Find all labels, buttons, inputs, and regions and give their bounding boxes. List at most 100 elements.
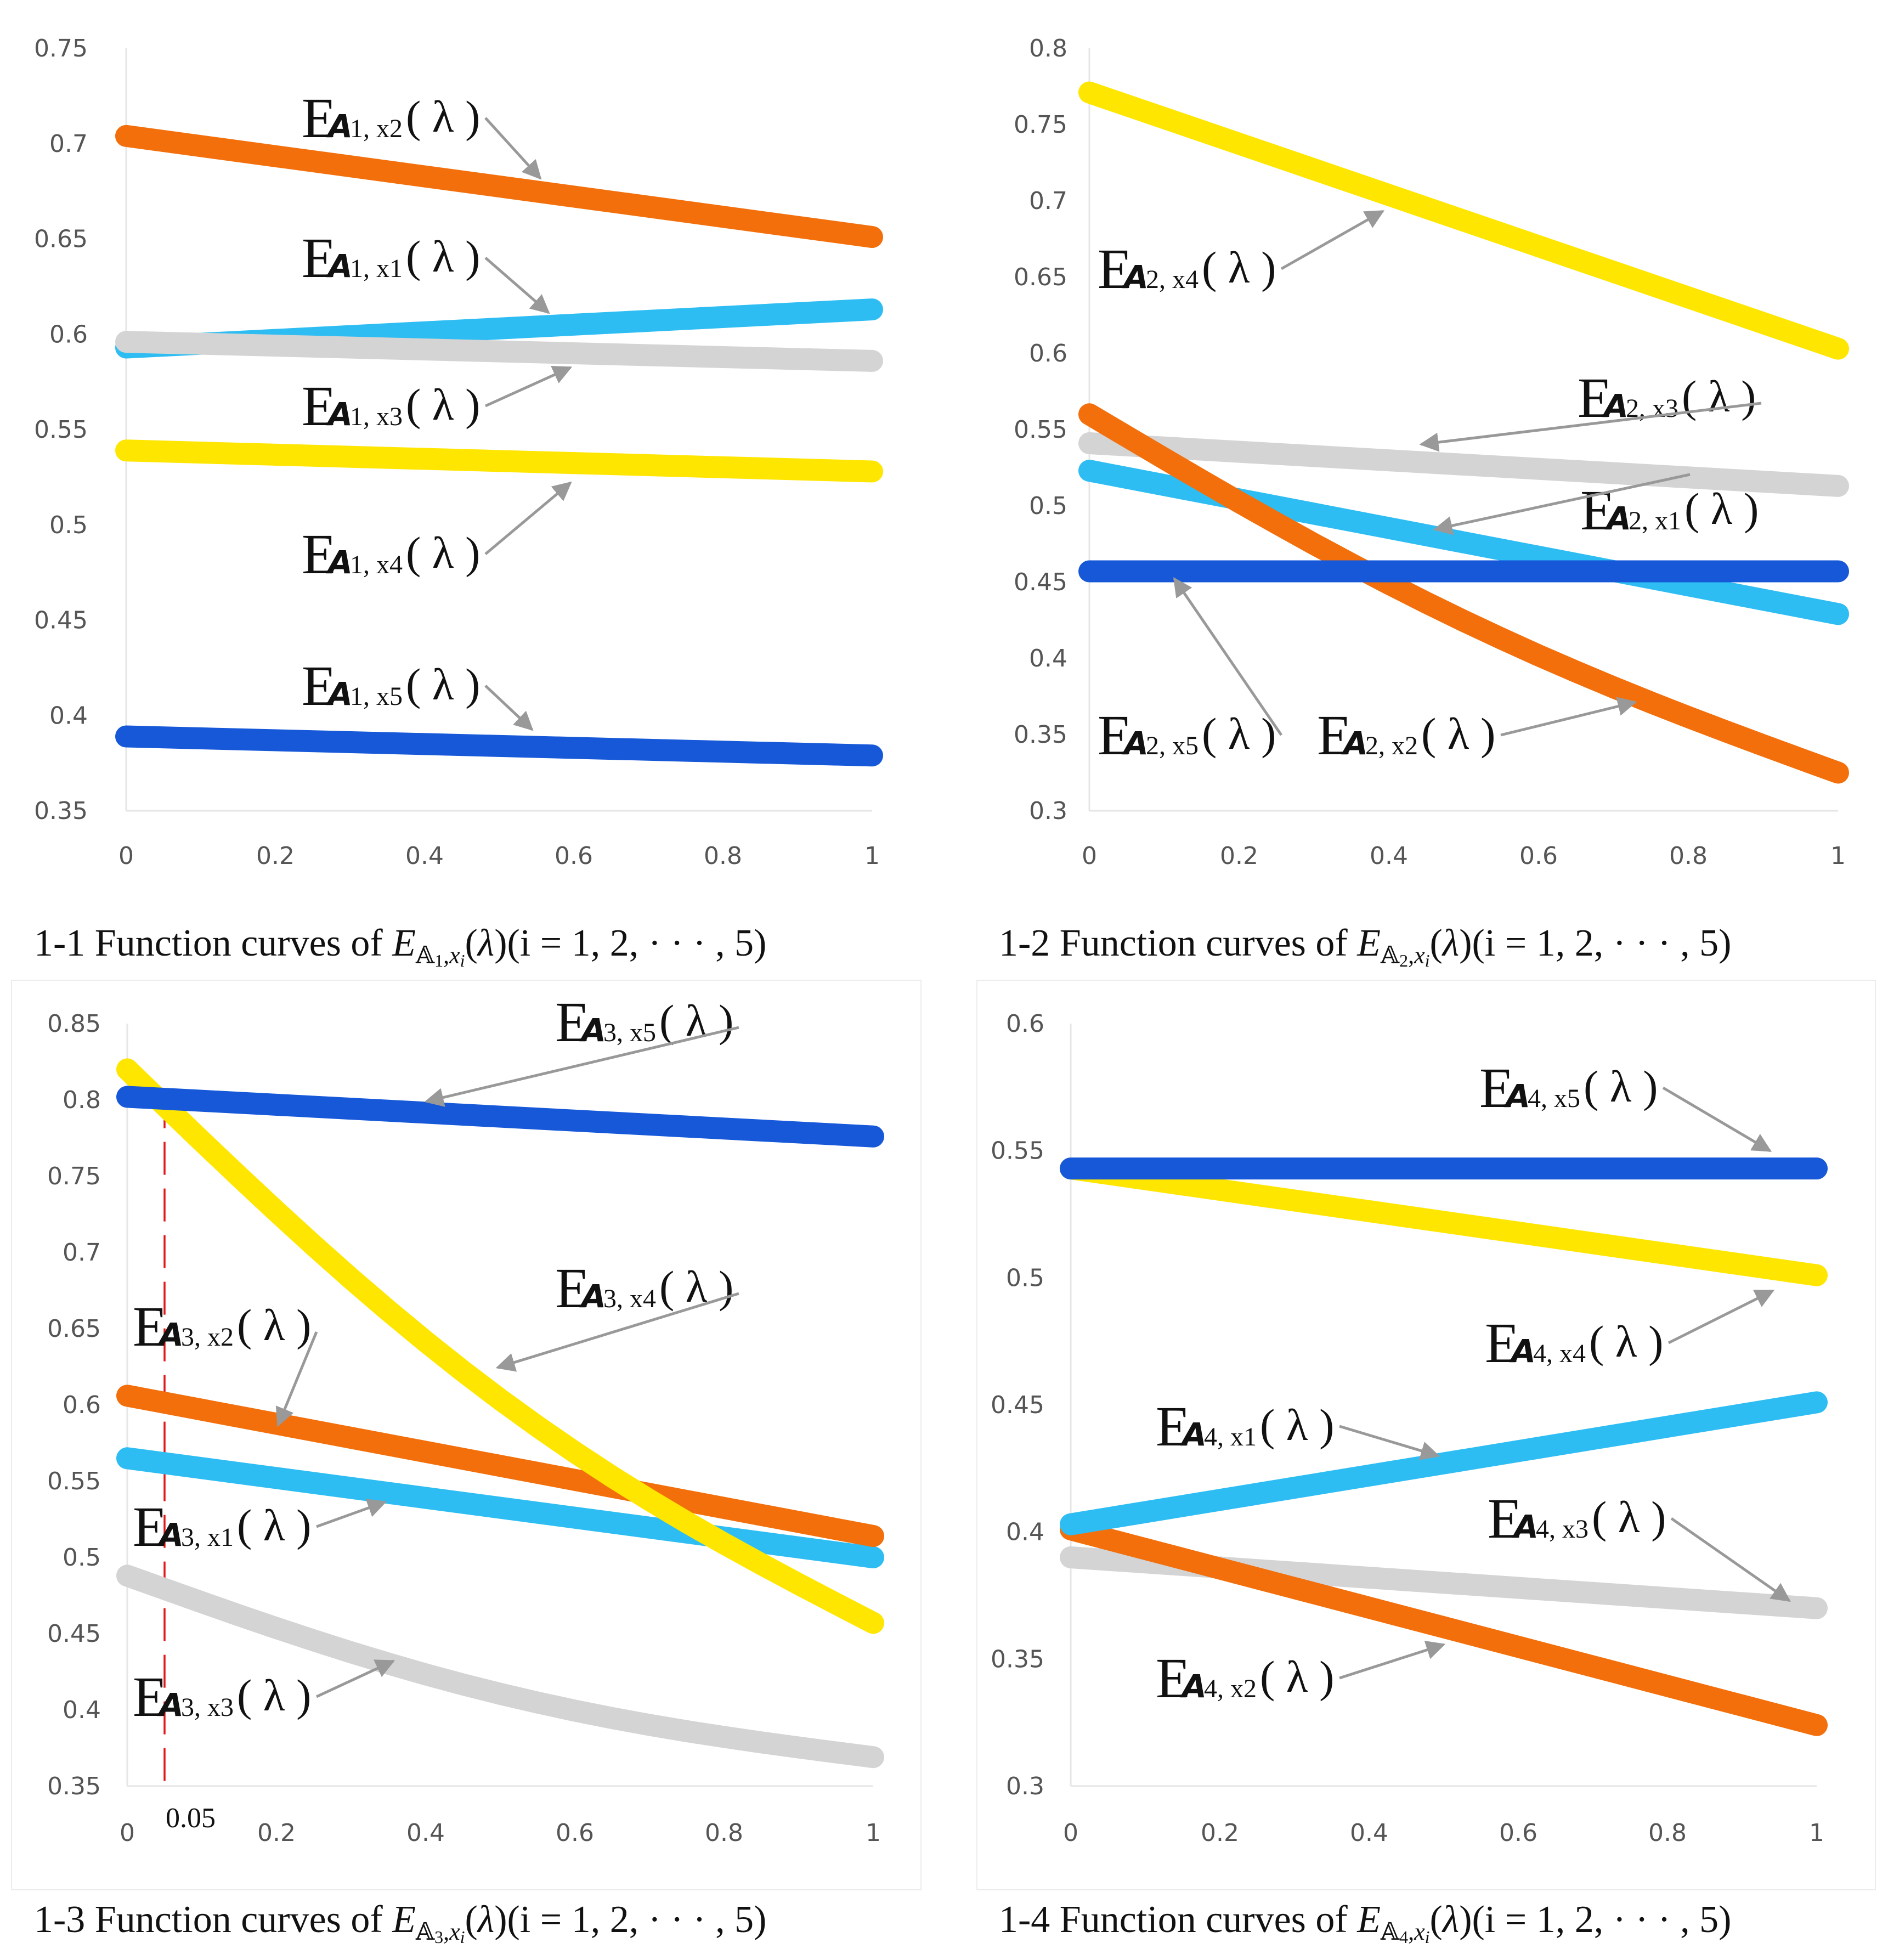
x-tick-label: 0.8 bbox=[1648, 1819, 1687, 1847]
chart-panel-3: 0.85 0.8 0.75 0.7 0.65 0.6 0.55 0.5 0.45 0.4 0.35 0… bbox=[11, 980, 922, 1890]
series-label-x2: EA3, x2( λ ) bbox=[133, 1295, 311, 1358]
x-tick-label: 0.4 bbox=[1350, 1819, 1388, 1847]
y-tick-label: 0.55 bbox=[1014, 416, 1067, 444]
series-label-x1: EA1, x1( λ ) bbox=[302, 227, 480, 290]
label-bb: A bbox=[1509, 1332, 1536, 1370]
label-sub: 3, x2 bbox=[181, 1323, 234, 1352]
series-label-x2: EA4, x2( λ ) bbox=[1156, 1647, 1334, 1710]
y-tick-label: 0.3 bbox=[1006, 1772, 1044, 1800]
x-tick-label: 0.8 bbox=[1669, 842, 1708, 870]
x-tick-label: 0 bbox=[118, 842, 134, 870]
chart-2-svg: 0.8 0.75 0.7 0.65 0.6 0.55 0.5 0.45 0.4 0.35 0.3 0 0… bbox=[1014, 35, 1849, 870]
y-tick-label: 0.4 bbox=[49, 702, 88, 730]
y-tick-label: 0.6 bbox=[63, 1391, 101, 1419]
x-tick-label: 0 bbox=[1082, 842, 1097, 870]
x-tick-label: 1 bbox=[864, 842, 880, 870]
series-label-x5: EA4, x5( λ ) bbox=[1479, 1057, 1658, 1120]
y-tick-label: 0.6 bbox=[1029, 340, 1067, 368]
x-tick-label: 0.2 bbox=[1201, 1819, 1239, 1847]
label-lambda: ( λ ) bbox=[237, 1300, 311, 1350]
label-arrow-x3 bbox=[1419, 402, 1762, 452]
series-line-x4 bbox=[115, 439, 883, 483]
label-E: E bbox=[302, 654, 337, 718]
label-sub: 3, x1 bbox=[181, 1523, 234, 1552]
y-tick-label: 0.45 bbox=[47, 1620, 101, 1648]
label-sub: 3, x3 bbox=[181, 1693, 234, 1722]
label-E: E bbox=[133, 1295, 168, 1358]
label-sub: 2, x4 bbox=[1146, 265, 1199, 294]
label-bb: A bbox=[326, 675, 353, 713]
label-arrow-x1 bbox=[1433, 473, 1691, 535]
label-arrow-x1 bbox=[484, 257, 550, 314]
label-arrow-x3 bbox=[315, 1659, 395, 1698]
label-E: E bbox=[1317, 704, 1352, 767]
label-lambda: ( λ ) bbox=[1684, 484, 1759, 534]
label-arrow-x5 bbox=[1173, 577, 1283, 736]
label-arrow-x5 bbox=[424, 1026, 739, 1107]
label-arrow-x5 bbox=[484, 685, 534, 731]
label-sub: 2, x1 bbox=[1629, 506, 1681, 535]
x-tick-label: 0.4 bbox=[1370, 842, 1408, 870]
x-tick-label: 0.2 bbox=[256, 842, 295, 870]
y-tick-label: 0.3 bbox=[1029, 797, 1067, 825]
label-arrow-x2 bbox=[275, 1331, 318, 1427]
label-sub: 4, x1 bbox=[1204, 1422, 1257, 1451]
x-tick-label: 1 bbox=[866, 1819, 881, 1847]
series-line-x4 bbox=[116, 1058, 884, 1634]
series-line-x2 bbox=[1060, 1518, 1828, 1736]
y-tick-label: 0.5 bbox=[1006, 1264, 1044, 1292]
series-line-x5 bbox=[115, 725, 883, 767]
y-tick-label: 0.75 bbox=[47, 1162, 101, 1190]
caption-1: 1-1 Function curves of E𝔸1,xi(λ)(i = 1, … bbox=[34, 922, 767, 970]
label-sub: 2, x2 bbox=[1365, 731, 1418, 760]
label-lambda: ( λ ) bbox=[1421, 709, 1495, 759]
label-sub: 1, x4 bbox=[350, 550, 403, 579]
series-label-x3: EA2, x3( λ ) bbox=[1578, 366, 1756, 430]
x-tick-label: 1 bbox=[1809, 1819, 1824, 1847]
label-arrow-x2 bbox=[1339, 1640, 1446, 1680]
label-lambda: ( λ ) bbox=[237, 1500, 311, 1550]
label-arrow-x3 bbox=[484, 366, 573, 408]
chart-panel-4: 0.6 0.55 0.5 0.45 0.4 0.35 0.3 0 0.2 0.4 0.6 0.8 1 E A… bbox=[976, 980, 1876, 1890]
label-bb: A bbox=[1180, 1668, 1207, 1705]
label-E: E bbox=[1156, 1647, 1191, 1710]
label-arrow-x3 bbox=[1670, 1517, 1791, 1602]
series-label-x4: EA1, x4( λ ) bbox=[302, 523, 480, 586]
chart-3-svg: 0.85 0.8 0.75 0.7 0.65 0.6 0.55 0.5 0.45 0.4 0.35 0… bbox=[47, 991, 884, 1847]
series-line-x4 bbox=[1060, 1157, 1828, 1286]
label-bb: A bbox=[579, 1012, 606, 1049]
chart-1-svg: 0.75 0.7 0.65 0.6 0.55 0.5 0.45 0.4 0.35 0 0.2 0.4 0… bbox=[34, 35, 883, 870]
label-bb: A bbox=[1180, 1416, 1207, 1453]
series-line-x3 bbox=[115, 331, 883, 372]
label-E: E bbox=[1098, 238, 1133, 301]
label-E: E bbox=[302, 87, 337, 150]
x-tick-label: 0.4 bbox=[406, 1819, 445, 1847]
y-tick-label: 0.45 bbox=[991, 1391, 1044, 1419]
label-sub: 3, x4 bbox=[603, 1284, 656, 1313]
x-tick-label: 0.6 bbox=[555, 842, 593, 870]
label-bb: A bbox=[1122, 258, 1149, 296]
caption-3: 1-3 Function curves of E𝔸3,xi(λ)(i = 1, … bbox=[34, 1899, 767, 1947]
series-label-x3: EA3, x3( λ ) bbox=[133, 1665, 311, 1729]
label-lambda: ( λ ) bbox=[1584, 1061, 1658, 1111]
label-bb: A bbox=[579, 1278, 606, 1315]
label-lambda: ( λ ) bbox=[1260, 1652, 1334, 1702]
label-E: E bbox=[1488, 1487, 1523, 1550]
y-tick-label: 0.7 bbox=[1029, 187, 1067, 215]
label-lambda: ( λ ) bbox=[1260, 1400, 1334, 1450]
series-line-x2 bbox=[1078, 403, 1849, 784]
series-label-x4: EA4, x4( λ ) bbox=[1485, 1312, 1663, 1375]
y-tick-label: 0.55 bbox=[47, 1467, 101, 1495]
series-label-x2: EA1, x2( λ ) bbox=[302, 87, 480, 150]
series-line-x1 bbox=[1060, 1391, 1828, 1535]
series-label-x1: EA2, x1( λ ) bbox=[1580, 479, 1759, 542]
y-tick-label: 0.7 bbox=[49, 130, 88, 158]
chart-panel-1: 0.75 0.7 0.65 0.6 0.55 0.5 0.45 0.4 0.35 0 0.2 0.4 0… bbox=[0, 0, 944, 980]
label-lambda: ( λ ) bbox=[659, 1262, 733, 1312]
y-tick-label: 0.8 bbox=[63, 1086, 101, 1114]
label-E: E bbox=[133, 1495, 168, 1558]
label-E: E bbox=[133, 1665, 168, 1729]
y-tick-label: 0.5 bbox=[1029, 492, 1067, 520]
series-label-x5: EA3, x5( λ ) bbox=[555, 991, 733, 1054]
label-arrow-x1 bbox=[1339, 1425, 1440, 1460]
